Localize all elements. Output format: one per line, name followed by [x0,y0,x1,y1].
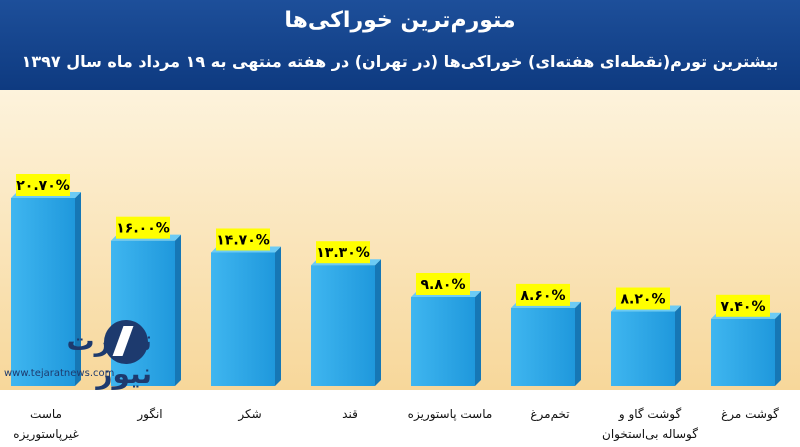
bar-2: ۱۴.۷۰% [211,228,281,386]
data-label: ۱۶.۰۰% [116,221,170,237]
data-label-bg [216,228,270,251]
data-label-bg [716,294,770,317]
category-label-line: ماست [30,407,62,421]
bar-side [675,305,681,386]
data-label: ۹.۸۰% [421,277,466,293]
bar-side [75,192,81,386]
category-label-line: ماست پاستوریزه [407,407,493,421]
category-label-2: شکر [200,404,300,424]
bar-side [475,290,481,386]
data-label-bg [16,174,70,196]
category-label-line: غیرپاستوریزه [13,427,79,441]
site-logo: تجارت نیوز www.tejaratnews.com [2,316,152,390]
data-label: ۸.۲۰% [621,292,666,308]
logo-url: www.tejaratnews.com [4,368,115,379]
bar-7: ۷.۴۰% [711,294,781,386]
data-label: ۷.۴۰% [721,299,766,315]
chart-title: متورم‌ترین خوراکی‌ها [284,8,516,33]
category-label-5: تخم‌مرغ [500,404,600,424]
category-label-line: گوشت گاو و [618,407,682,421]
bar-side [375,259,381,386]
bar-front [711,318,775,386]
category-label-line: تخم‌مرغ [530,407,570,421]
category-label-3: قند [300,404,400,424]
category-label-line: انگور [137,407,163,421]
data-label-bg [116,216,170,239]
category-label-1: انگور [100,404,200,424]
data-label: ۱۴.۷۰% [216,232,270,248]
bar-3: ۱۳.۳۰% [311,241,381,386]
bar-front [311,265,375,386]
bar-side [275,246,281,386]
chart-header: متورم‌ترین خوراکی‌ها بیشترین تورم(نقطه‌ا… [0,0,800,90]
data-label: ۱۳.۳۰% [316,245,370,261]
category-label-line: گوشت مرغ [721,407,779,421]
category-label-line: قند [342,407,358,421]
data-label-bg [316,241,370,264]
category-label-7: گوشت مرغ [700,404,800,424]
data-label-bg [416,272,470,295]
bar-6: ۸.۲۰% [611,287,681,386]
bar-front [411,296,475,386]
category-label-line: شکر [238,407,262,421]
logo-emblem-icon [104,320,148,364]
data-label: ۸.۶۰% [521,288,566,304]
bar-front [211,252,275,386]
data-label-bg [616,287,670,310]
bar-front [511,307,575,386]
bar-5: ۸.۶۰% [511,283,581,386]
data-label-bg [516,283,570,306]
bar-side [775,312,781,386]
chart-subtitle: بیشترین تورم(نقطه‌ای هفته‌ای) خوراکی‌ها … [21,52,779,71]
bar-side [575,301,581,386]
bar-front [11,198,75,386]
category-label-4: ماست پاستوریزه [400,404,500,424]
bar-4: ۹.۸۰% [411,272,481,386]
bar-front [611,311,675,386]
category-label-6: گوشت گاو و گوساله بی‌استخوان [600,404,700,444]
data-label: ۲۰.۷۰% [16,178,70,194]
bar-0: ۲۰.۷۰% [11,174,81,386]
category-label-0: ماست غیرپاستوریزه [0,404,96,444]
bar-side [175,234,181,386]
category-label-line: گوساله بی‌استخوان [602,427,698,441]
